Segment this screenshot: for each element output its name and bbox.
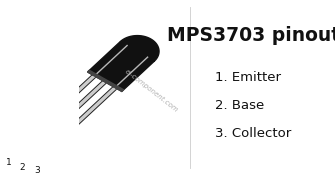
Text: 3. Collector: 3. Collector <box>215 127 291 140</box>
Text: 2: 2 <box>19 163 25 172</box>
Text: 3: 3 <box>34 166 40 175</box>
Text: MPS3703 pinout: MPS3703 pinout <box>167 26 335 45</box>
Polygon shape <box>88 70 124 91</box>
Text: 1. Emitter: 1. Emitter <box>215 71 281 84</box>
Polygon shape <box>120 36 159 61</box>
Text: 2. Base: 2. Base <box>215 99 264 112</box>
Text: el-component.com: el-component.com <box>123 68 179 114</box>
Text: 1: 1 <box>5 158 11 167</box>
Polygon shape <box>88 42 154 91</box>
